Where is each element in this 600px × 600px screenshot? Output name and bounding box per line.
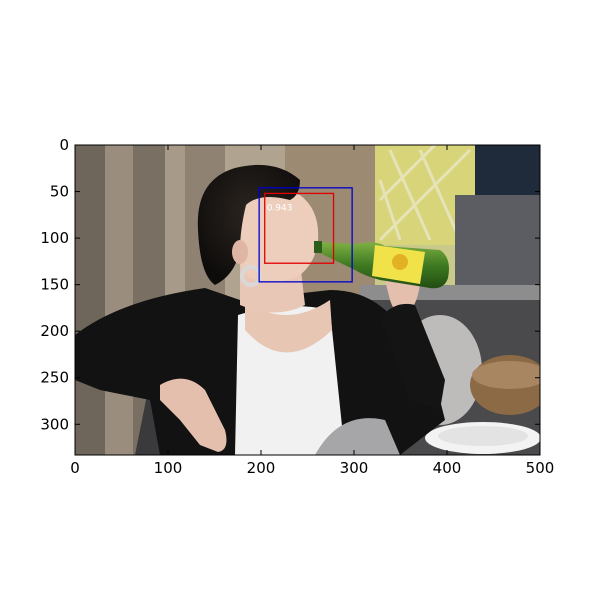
y-tick-label: 50 [50,183,69,201]
x-axis: 0 100 200 300 400 500 [70,145,554,477]
bottle [314,241,449,289]
y-axis: 0 50 100 150 200 250 300 [40,136,540,433]
blue-box [258,187,353,283]
photo [75,145,540,455]
x-tick-label: 300 [340,459,369,477]
x-tick-label: 0 [70,459,80,477]
red-box [264,192,335,264]
y-tick-label: 250 [40,369,69,387]
x-tick-label: 400 [433,459,462,477]
y-tick-label: 200 [40,322,69,340]
axes-frame [74,144,541,456]
red-box-score: 0.943 [267,203,293,213]
y-tick-label: 150 [40,276,69,294]
detection-boxes: 0.943 [258,187,353,283]
x-tick-label: 100 [154,459,183,477]
x-tick-label: 500 [526,459,555,477]
y-tick-label: 300 [40,415,69,433]
y-tick-label: 100 [40,229,69,247]
y-tick-label: 0 [59,136,69,154]
x-tick-label: 200 [247,459,276,477]
